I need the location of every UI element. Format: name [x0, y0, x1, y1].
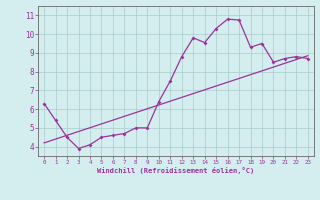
X-axis label: Windchill (Refroidissement éolien,°C): Windchill (Refroidissement éolien,°C): [97, 167, 255, 174]
